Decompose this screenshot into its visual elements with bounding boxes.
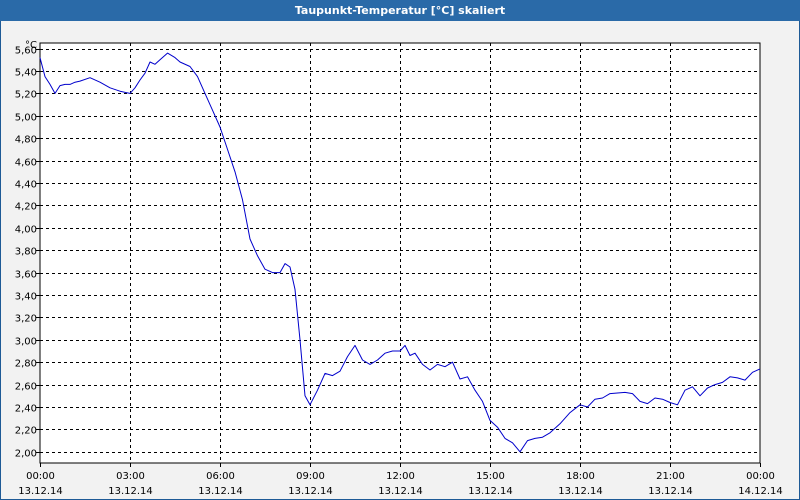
x-tick-time-label: 09:00 [296,471,325,482]
y-tick-label: 5,20 [15,90,37,101]
y-tick-label: 5,40 [15,68,37,79]
x-tick-time-label: 21:00 [656,471,685,482]
y-tick-label: 3,40 [15,292,37,303]
y-tick-label: 5,00 [15,113,37,124]
x-tick-time-label: 03:00 [116,471,145,482]
y-tick-label: 3,20 [15,314,37,325]
x-tick-date-label: 13.12.14 [468,486,513,497]
axis-ticks: 5,60 5,40 5,20 5,00 4,80 4,60 4,40 4,20 4,00 3,80… [15,46,783,498]
y-tick-label: 5,60 [15,46,37,57]
chart-title: Taupunkt-Temperatur [°C] skaliert [0,0,800,21]
series-layer [39,52,761,453]
y-tick-label: 2,20 [15,426,37,437]
x-tick-date-label: 13.12.14 [378,486,423,497]
y-tick-label: 4,60 [15,158,37,169]
y-axis-unit-label: °C [25,40,37,51]
y-tick-label: 4,20 [15,202,37,213]
x-tick-date-label: 13.12.14 [558,486,603,497]
y-tick-label: 3,60 [15,270,37,281]
x-tick-time-label: 15:00 [476,471,505,482]
x-tick-time-label: 00:00 [26,471,55,482]
gridlines [40,43,760,463]
y-tick-label: 4,80 [15,135,37,146]
y-tick-label: 2,40 [15,404,37,415]
x-tick-date-label: 14.12.14 [738,486,783,497]
x-tick-time-label: 18:00 [566,471,595,482]
x-tick-time-label: 06:00 [206,471,235,482]
y-tick-label: 4,00 [15,225,37,236]
x-tick-time-label: 12:00 [386,471,415,482]
y-tick-label: 2,00 [15,449,37,460]
x-tick-date-label: 13.12.14 [288,486,333,497]
y-tick-label: 2,80 [15,359,37,370]
series-line [39,52,761,453]
y-tick-label: 4,40 [15,180,37,191]
y-tick-label: 3,00 [15,337,37,348]
y-tick-label: 2,60 [15,382,37,393]
x-tick-date-label: 13.12.14 [198,486,243,497]
x-tick-date-label: 13.12.14 [108,486,153,497]
x-tick-date-label: 13.12.14 [18,486,63,497]
x-tick-time-label: 00:00 [746,471,775,482]
x-tick-date-label: 13.12.14 [648,486,693,497]
y-tick-label: 3,80 [15,247,37,258]
